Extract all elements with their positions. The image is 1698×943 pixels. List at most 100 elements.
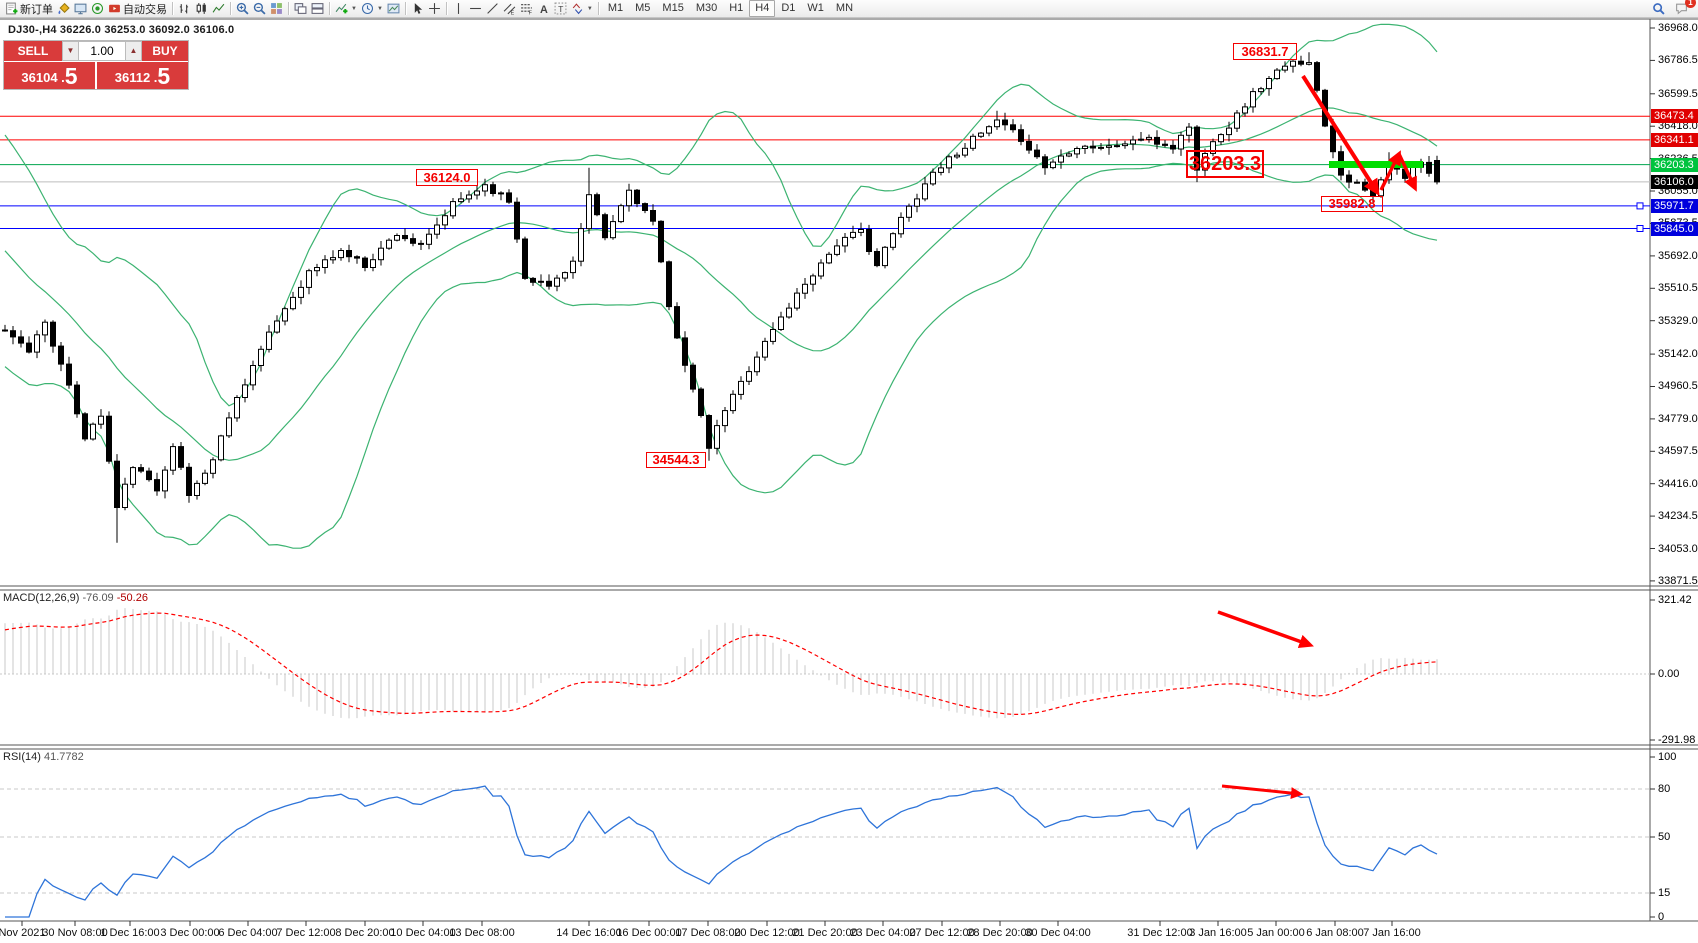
tf-d1[interactable]: D1 [781, 2, 796, 14]
volume-decrease-button[interactable]: ▼ [62, 41, 79, 61]
time-label[interactable]: 7 Dec 12:00 [276, 927, 336, 939]
text-label-tool[interactable]: T [552, 1, 569, 17]
tf-m1[interactable]: M1 [607, 2, 624, 14]
pane-borders [0, 18, 1698, 922]
time-label[interactable]: 6 Jan 08:00 [1306, 927, 1364, 939]
time-label[interactable]: 10 Dec 04:00 [390, 927, 456, 939]
text-tool[interactable]: A [535, 1, 552, 17]
cursor-tool[interactable] [409, 1, 426, 17]
time-label[interactable]: 20 Dec 12:00 [734, 927, 800, 939]
tf-h4[interactable]: H4 [749, 0, 776, 17]
bar-chart-button[interactable] [176, 1, 193, 17]
toolbar-separator [172, 2, 173, 15]
trendline-tool[interactable] [484, 1, 501, 17]
equidistant-channel-tool[interactable]: E [501, 1, 518, 17]
tf-m30[interactable]: M30 [695, 2, 718, 14]
candle [1122, 143, 1128, 147]
candle [866, 229, 872, 252]
candle [682, 337, 688, 366]
candle [922, 183, 928, 200]
price-tick-label: 34960.5 [1658, 380, 1698, 393]
candle [690, 364, 696, 390]
horizontal-line-tool[interactable] [467, 1, 484, 17]
sell-button[interactable]: SELL [4, 41, 62, 61]
time-label[interactable]: 13 Dec 08:00 [449, 927, 515, 939]
buy-price[interactable]: 36112 .5 [97, 62, 188, 89]
market-watch-button[interactable] [72, 1, 89, 17]
time-label[interactable]: 3 Jan 16:00 [1189, 927, 1247, 939]
channel-icon: E [503, 3, 516, 15]
tf-m15[interactable]: M15 [662, 2, 684, 14]
tf-mn[interactable]: MN [835, 2, 854, 14]
search-button[interactable] [1650, 1, 1667, 17]
time-label[interactable]: 28 Dec 20:00 [967, 927, 1033, 939]
signals-button[interactable] [89, 1, 106, 17]
time-label[interactable]: 7 Jan 16:00 [1363, 927, 1421, 939]
candle [634, 189, 640, 205]
time-label[interactable]: 23 Dec 04:00 [850, 927, 916, 939]
time-label[interactable]: 14 Dec 16:00 [556, 927, 622, 939]
arrange-windows-button[interactable] [292, 1, 309, 17]
crosshair-tool[interactable] [426, 1, 443, 17]
arrows-tool[interactable]: ▼ [569, 1, 595, 17]
candle [1314, 62, 1320, 91]
new-order-button[interactable]: 新订单 [3, 1, 55, 17]
time-label[interactable]: 6 Dec 04:00 [218, 927, 278, 939]
time-label[interactable]: 30 Nov 08:00 [42, 927, 108, 939]
tf-w1[interactable]: W1 [807, 2, 824, 14]
candle [66, 363, 72, 386]
time-label[interactable]: 1 Dec 16:00 [100, 927, 160, 939]
zoom-in-button[interactable] [234, 1, 251, 17]
line-chart-button[interactable] [210, 1, 227, 17]
vertical-line-tool[interactable] [450, 1, 467, 17]
candle [1242, 106, 1248, 114]
time-label[interactable]: 27 Dec 12:00 [909, 927, 975, 939]
time-label[interactable]: Nov 2021 [0, 927, 46, 939]
price-tick-label: 36786.5 [1658, 54, 1698, 67]
tf-h1[interactable]: H1 [729, 2, 744, 14]
time-label[interactable]: 21 Dec 20:00 [792, 927, 858, 939]
fibonacci-tool[interactable]: F [518, 1, 535, 17]
auto-arrange-button[interactable] [309, 1, 326, 17]
periods-button[interactable]: ▼ [359, 1, 385, 17]
buy-button[interactable]: BUY [142, 41, 188, 61]
notifications-button[interactable]: 1 [1673, 0, 1696, 17]
sell-price[interactable]: 36104 .5 [4, 62, 95, 89]
candle [1026, 140, 1032, 151]
candle [794, 292, 800, 309]
candle [186, 466, 192, 496]
time-label[interactable]: 3 Dec 00:00 [160, 927, 220, 939]
time-label[interactable]: 8 Dec 20:00 [335, 927, 395, 939]
time-label[interactable]: 30 Dec 04:00 [1025, 927, 1091, 939]
template-icon [387, 3, 400, 14]
time-label[interactable]: 16 Dec 00:00 [616, 927, 682, 939]
candle [18, 336, 24, 344]
tf-m5[interactable]: M5 [635, 2, 651, 14]
candle [106, 415, 112, 462]
time-label[interactable]: 17 Dec 08:00 [675, 927, 741, 939]
volume-input[interactable] [79, 41, 125, 61]
new-chart-button[interactable]: ▼ [333, 1, 359, 17]
volume-increase-button[interactable]: ▲ [125, 41, 142, 61]
time-label[interactable]: 5 Jan 00:00 [1247, 927, 1305, 939]
linech-icon [212, 3, 225, 13]
zoom-out-button[interactable] [251, 1, 268, 17]
price-note-36831: 36831.7 [1233, 43, 1297, 60]
templates-button[interactable] [385, 1, 402, 17]
time-label[interactable]: 31 Dec 12:00 [1127, 927, 1193, 939]
candle [842, 236, 848, 247]
candle [82, 413, 88, 440]
crosshair-icon [428, 3, 440, 14]
candle [546, 280, 552, 287]
candle [346, 250, 352, 258]
candle-chart-button[interactable] [193, 1, 210, 17]
candle [1146, 136, 1152, 140]
auto-trading-button[interactable]: 自动交易 [106, 1, 169, 17]
candlestick-series[interactable] [2, 52, 1440, 543]
styles-button[interactable] [55, 1, 72, 17]
tile-windows-button[interactable] [268, 1, 285, 17]
toolbar-separator [597, 2, 599, 15]
svg-text:E: E [510, 10, 514, 15]
candle [722, 410, 728, 427]
